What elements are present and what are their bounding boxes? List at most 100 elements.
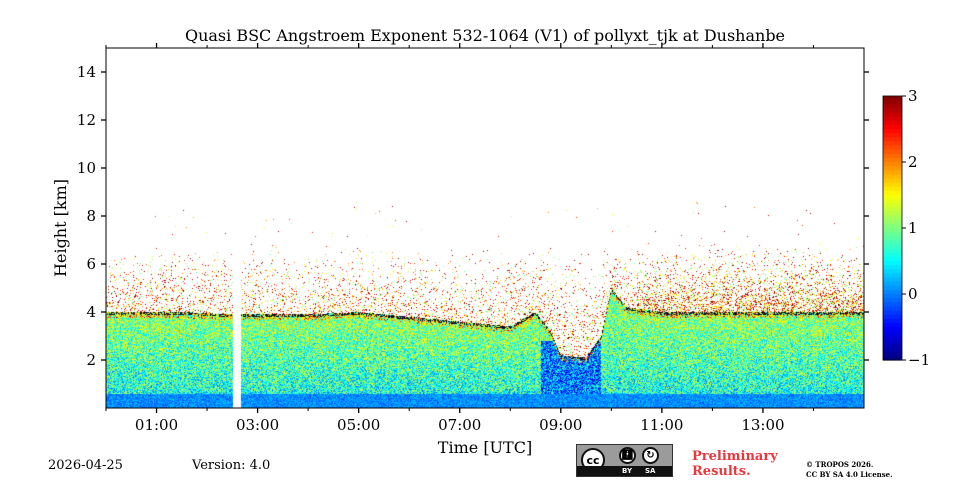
colorbar-segment	[883, 178, 902, 184]
colorbar-segment	[883, 137, 902, 142]
colorbar-segment	[883, 219, 902, 225]
colorbar-segment	[883, 157, 902, 163]
share-alike-icon: ↻	[642, 447, 659, 464]
preliminary-line-2: Results.	[692, 464, 751, 479]
colorbar-segment	[883, 133, 902, 138]
x-tick-label: 09:00	[539, 416, 582, 434]
colorbar-segment	[883, 228, 902, 233]
colorbar-segment	[883, 248, 902, 254]
colorbar-segment	[883, 302, 902, 307]
colorbar-segment	[883, 265, 902, 270]
colorbar-tick-label: 1	[908, 219, 918, 237]
colorbar-segment	[883, 120, 902, 126]
colorbar-segment	[883, 306, 902, 312]
heatmap	[106, 48, 864, 408]
y-axis: 2 4 6 8 10 12 14	[77, 63, 869, 369]
footer-date: 2026-04-25	[48, 458, 123, 473]
colorbar-segment	[883, 141, 902, 147]
x-axis: 01:00 03:00 05:00 07:00 09:00 11:00 13:00	[105, 43, 814, 434]
colorbar-segment	[883, 285, 902, 291]
x-tick-label: 01:00	[135, 416, 178, 434]
colorbar-segment	[883, 203, 902, 208]
colorbar-segment	[883, 112, 902, 118]
colorbar-segment	[883, 129, 902, 134]
colorbar-segment	[883, 174, 902, 180]
x-tick-label: 11:00	[640, 416, 683, 434]
x-tick-label: 13:00	[741, 416, 784, 434]
colorbar-segment	[883, 339, 902, 345]
colorbar-segment	[883, 162, 902, 167]
preliminary-line-1: Preliminary	[692, 449, 778, 464]
colorbar-segment	[883, 124, 902, 130]
colorbar-segment	[883, 310, 902, 316]
colorbar-segment	[883, 273, 902, 279]
attribution-icon: 🚹︎	[619, 447, 636, 464]
colorbar-segment	[883, 322, 902, 328]
badge-sa-label: SA	[645, 467, 656, 475]
colorbar-segment	[883, 108, 902, 114]
copyright-note: © TROPOS 2026. CC BY SA 4.0 License.	[806, 460, 893, 480]
x-tick-label: 03:00	[236, 416, 279, 434]
y-tick-label: 14	[77, 63, 96, 81]
colorbar-segment	[883, 145, 902, 151]
copyright-line-2: CC BY SA 4.0 License.	[806, 470, 893, 479]
colorbar-segment	[883, 186, 902, 192]
chart-title: Quasi BSC Angstroem Exponent 532-1064 (V…	[185, 26, 785, 45]
y-tick-label: 8	[86, 207, 96, 225]
colorbar-segment	[883, 289, 902, 295]
colorbar-segment	[883, 199, 902, 204]
colorbar-segment	[883, 190, 902, 196]
colorbar-segment	[883, 314, 902, 320]
colorbar-segment	[883, 195, 902, 200]
y-tick-label: 6	[86, 255, 96, 273]
colorbar-segment	[883, 223, 902, 229]
y-tick-label: 10	[77, 159, 96, 177]
colorbar-segment	[883, 100, 902, 105]
colorbar-segment	[883, 149, 902, 155]
colorbar-segment	[883, 281, 902, 287]
colorbar-segment	[883, 96, 902, 101]
footer-version: Version: 4.0	[192, 458, 271, 473]
colorbar-segment	[883, 331, 902, 336]
colorbar-segment	[883, 355, 902, 361]
colorbar-segment	[883, 298, 902, 303]
badge-by-label: BY	[622, 467, 633, 475]
colorbar-segment	[883, 252, 902, 258]
colorbar-segment	[883, 327, 902, 332]
y-tick-label: 2	[86, 351, 96, 369]
x-tick-label: 07:00	[438, 416, 481, 434]
colorbar-tick-label: 0	[908, 285, 918, 303]
colorbar-segment	[883, 244, 902, 250]
colorbar-segment	[883, 294, 902, 299]
colorbar-segment	[883, 211, 902, 217]
x-axis-label: Time [UTC]	[438, 438, 532, 457]
y-axis-label: Height [km]	[51, 179, 70, 277]
colorbar-segment	[883, 343, 902, 349]
colorbar-segment	[883, 277, 902, 283]
heatmap-image	[106, 48, 864, 408]
colorbar-segment	[883, 207, 902, 213]
colorbar-segment	[883, 269, 902, 274]
y-tick-label: 4	[86, 303, 96, 321]
colorbar-segment	[883, 104, 902, 109]
colorbar-segment	[883, 116, 902, 122]
colorbar-segment	[883, 347, 902, 353]
plot-frame	[105, 47, 865, 409]
colorbar-segment	[883, 318, 902, 324]
colorbar-segment	[883, 261, 902, 266]
badge-strip	[577, 466, 672, 476]
colorbar-segment	[883, 166, 902, 171]
colorbar-segment	[883, 236, 902, 241]
y-tick-label: 12	[77, 111, 96, 129]
license-badge: cc 🚹︎ ↻ BY SA	[576, 444, 673, 477]
colorbar-segment	[883, 335, 902, 340]
copyright-line-1: © TROPOS 2026.	[806, 460, 874, 469]
colorbar: 3 2 1 0 −1	[882, 87, 930, 369]
colorbar-segment	[883, 170, 902, 175]
colorbar-segment	[883, 240, 902, 246]
colorbar-segment	[883, 351, 902, 357]
colorbar-segment	[883, 232, 902, 237]
colorbar-tick-label: −1	[908, 351, 930, 369]
colorbar-segment	[883, 256, 902, 262]
